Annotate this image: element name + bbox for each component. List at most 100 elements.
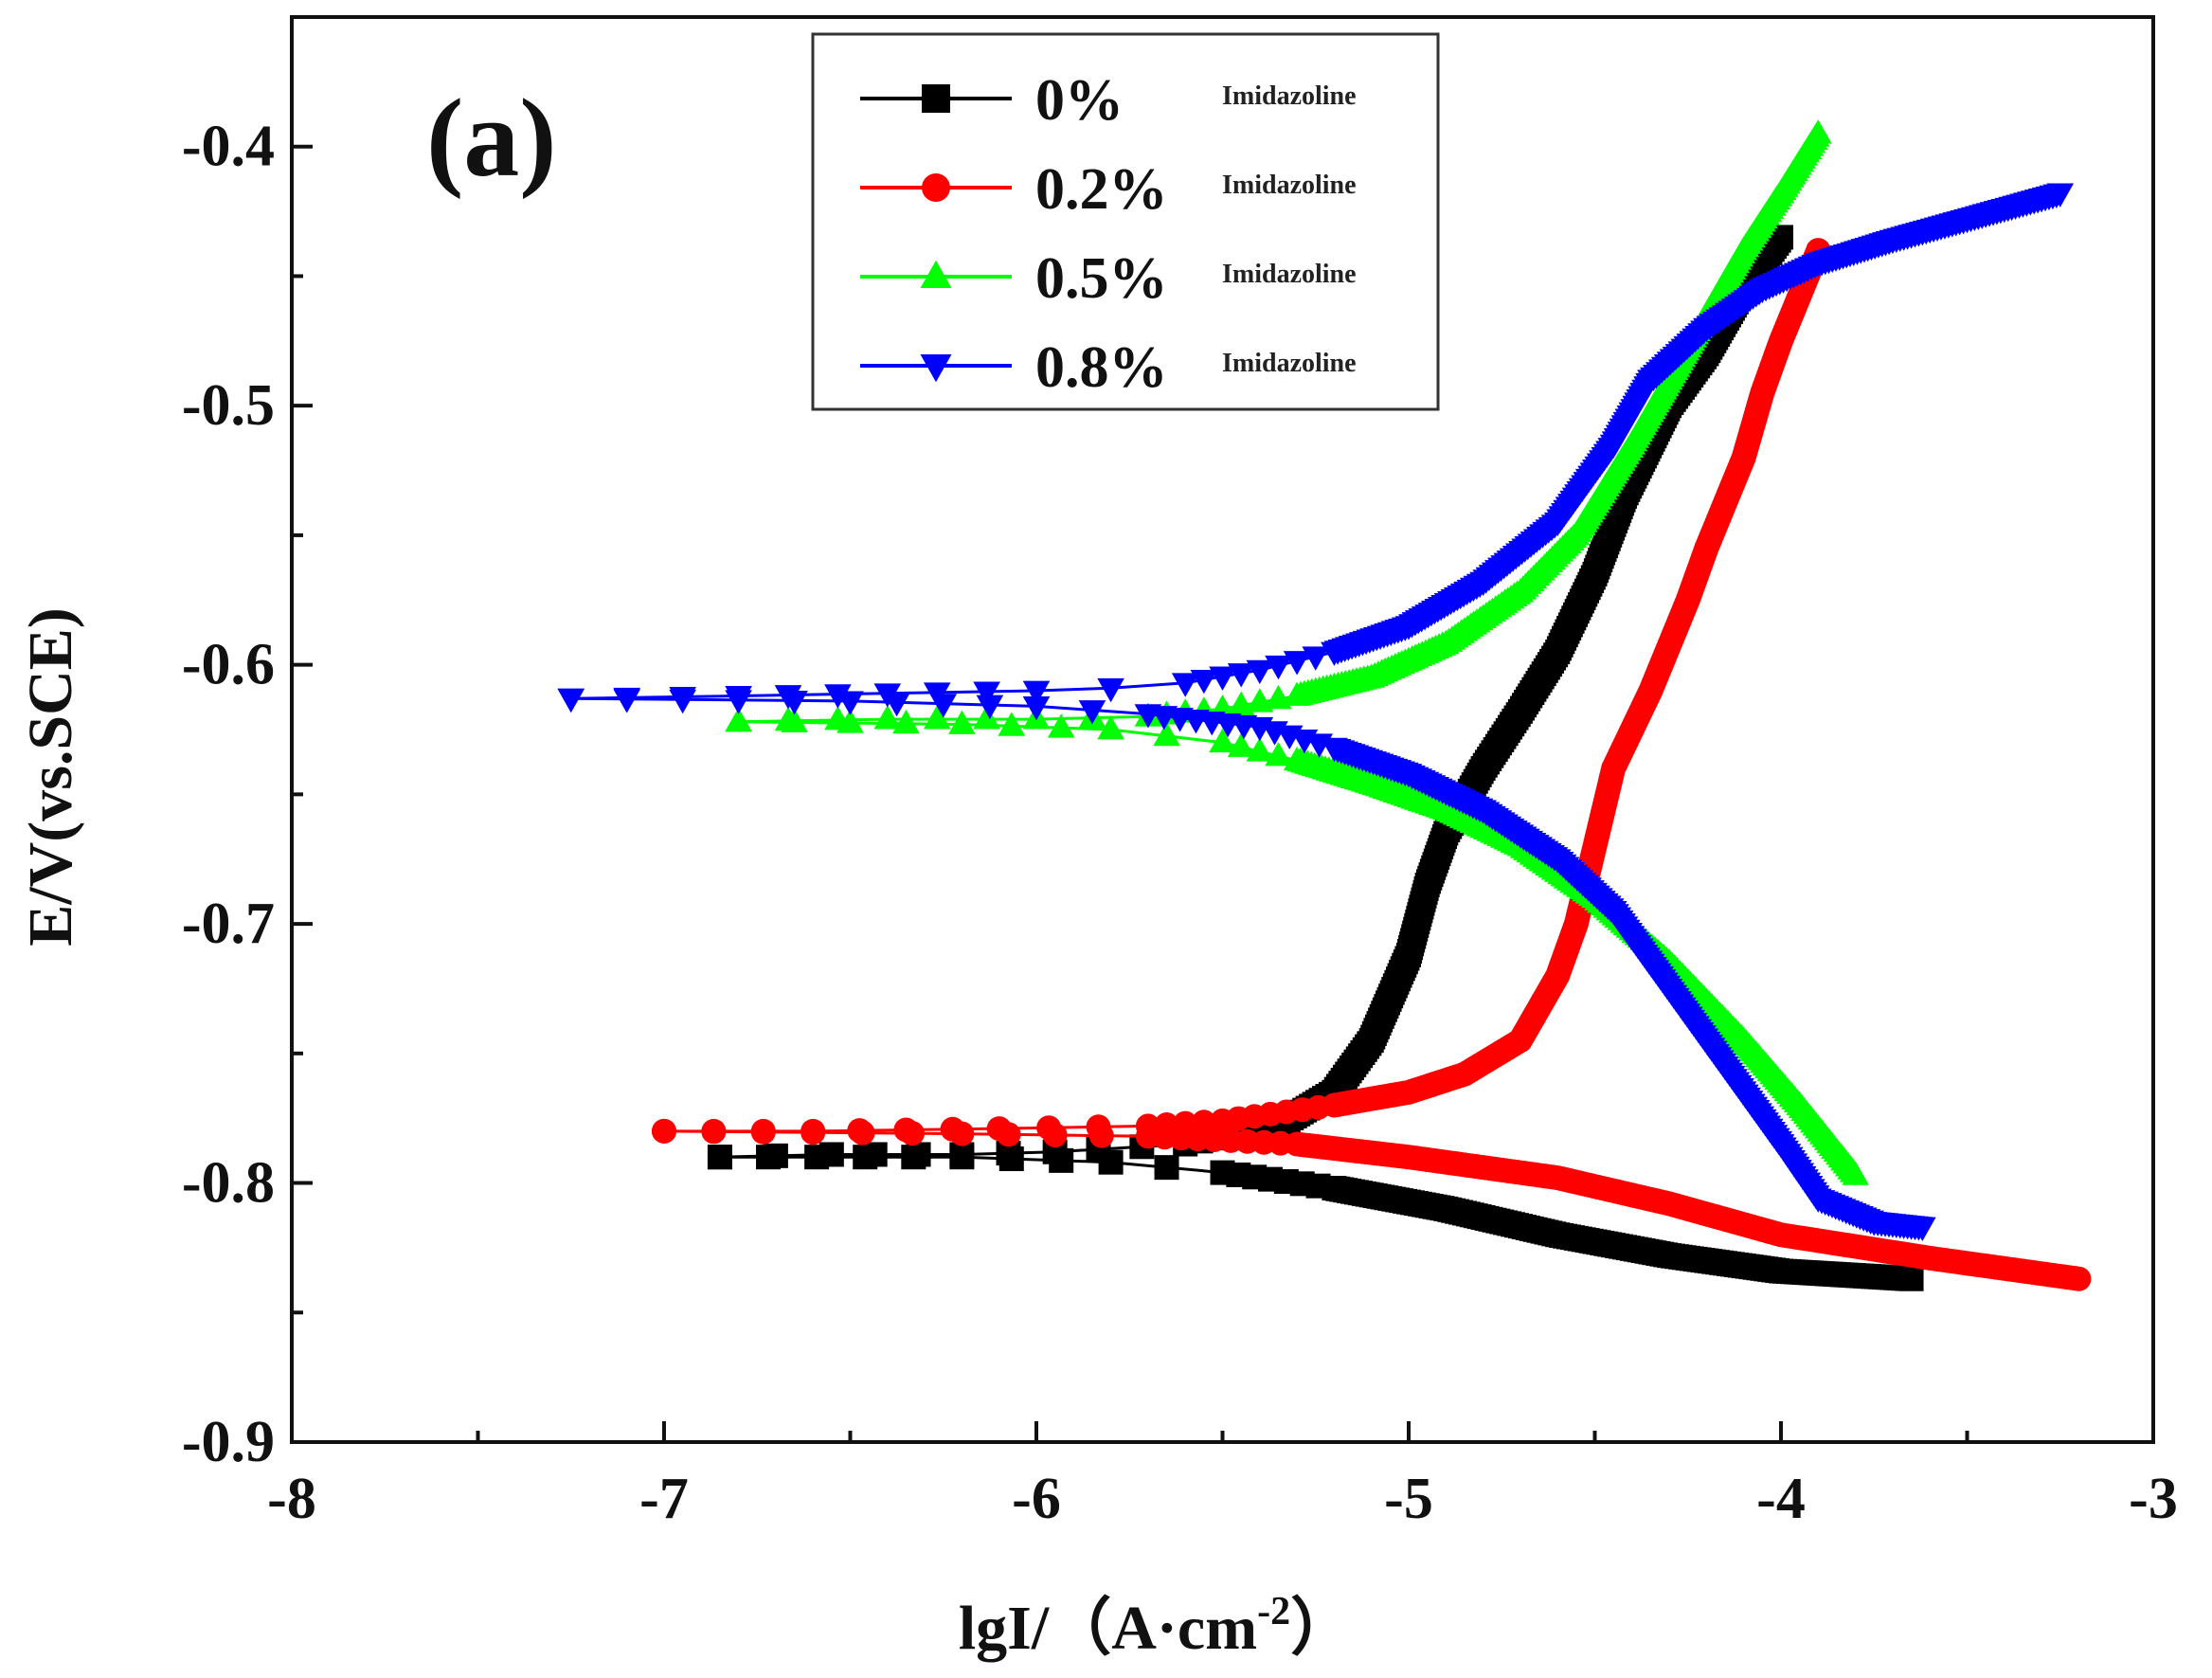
- legend-marker-3: [920, 260, 952, 288]
- x-axis-title-sup: -2: [1257, 1590, 1290, 1633]
- series-2-point: [1191, 1110, 1216, 1135]
- series-4-point: [1190, 669, 1218, 695]
- series-1-point: [906, 1142, 931, 1167]
- series-1-point: [1154, 1155, 1179, 1181]
- x-tick-label: -6: [1012, 1467, 1061, 1531]
- series-1-point: [1898, 1266, 1924, 1291]
- series-2-point: [652, 1118, 676, 1144]
- legend-label-2: 0.2%: [1035, 157, 1168, 222]
- series-3-point: [873, 705, 902, 730]
- legend-suffix-3: Imidazoline: [1222, 260, 1357, 289]
- series-2-point: [1036, 1115, 1062, 1141]
- legend-label-4: 0.8%: [1035, 335, 1168, 400]
- series-4-point: [1097, 677, 1124, 703]
- series-2-point: [940, 1116, 965, 1142]
- series-4-point: [1909, 1217, 1936, 1241]
- series-4-point: [1283, 651, 1311, 676]
- legend-label-1: 0%: [1035, 68, 1124, 133]
- series-3-point: [1246, 737, 1274, 762]
- series-4-point: [1022, 695, 1051, 721]
- y-tick-label: -0.6: [182, 633, 275, 697]
- legend-marker-4: [920, 354, 952, 383]
- series-4-point: [1209, 666, 1236, 691]
- y-tick-label: -0.7: [182, 892, 275, 956]
- series-4-point: [1078, 700, 1106, 725]
- series-3-point: [973, 705, 1000, 730]
- y-tick-label: -0.8: [182, 1151, 275, 1216]
- legend-marker-1: [922, 84, 950, 113]
- series-3-point: [1209, 728, 1236, 753]
- x-tick-label: -3: [2129, 1467, 2178, 1531]
- series-2: [652, 238, 2092, 1291]
- series-3-point: [1265, 742, 1292, 767]
- series-3-point: [774, 706, 802, 731]
- series-4-point: [613, 687, 640, 713]
- series-1-point: [862, 1142, 888, 1167]
- series-2-point: [1173, 1110, 1198, 1136]
- series-4-point: [873, 683, 902, 708]
- series-3-point: [948, 710, 976, 734]
- series-4-point: [1265, 655, 1292, 680]
- legend-label-3: 0.5%: [1035, 246, 1168, 311]
- legend-suffix-2: Imidazoline: [1222, 171, 1357, 200]
- series-2-point: [1154, 1112, 1179, 1138]
- series-2-point: [1086, 1114, 1111, 1140]
- series-3-point: [1097, 715, 1124, 740]
- series-3-point: [998, 712, 1026, 736]
- y-tick-label: -0.9: [182, 1410, 275, 1474]
- legend-suffix-1: Imidazoline: [1222, 81, 1357, 111]
- series-1-point: [707, 1145, 732, 1170]
- x-axis-title-text: lgI/（A·cm: [959, 1593, 1257, 1663]
- x-axis-title-close: ）: [1290, 1593, 1353, 1663]
- series-3-point: [923, 705, 951, 730]
- series-3-point: [1153, 721, 1180, 747]
- series-2-point: [847, 1118, 872, 1144]
- series-4-point: [1022, 680, 1051, 705]
- series-4-point: [774, 685, 802, 710]
- series-2-point: [986, 1116, 1012, 1142]
- panel-label: (a): [426, 76, 557, 200]
- x-tick-label: -4: [1756, 1467, 1806, 1531]
- series-4-point: [725, 686, 752, 711]
- series-4-point: [824, 684, 852, 709]
- series-4-point: [973, 681, 1000, 706]
- series-3-point: [1842, 1161, 1869, 1185]
- series-4-point: [1302, 646, 1330, 671]
- x-tick-label: -8: [267, 1467, 316, 1531]
- y-axis-title: E/V(vs.SCE): [16, 607, 85, 947]
- series-2-point: [1135, 1113, 1160, 1139]
- series-4-point: [2046, 183, 2075, 207]
- legend-marker-2: [922, 173, 950, 202]
- series-2-point: [800, 1118, 826, 1144]
- series-4-point: [1246, 659, 1274, 685]
- y-tick-label: -0.4: [182, 115, 275, 179]
- series-2-point: [893, 1117, 919, 1143]
- series-2-point: [701, 1118, 727, 1144]
- series-1-point: [818, 1142, 844, 1167]
- series-4-point: [923, 682, 951, 707]
- series-3-point: [1805, 119, 1832, 144]
- legend: 0% Imidazoline 0.2% Imidazoline 0.5% Imidazol…: [811, 32, 1440, 411]
- series-4-point: [1171, 673, 1199, 697]
- series-4-point: [557, 688, 585, 713]
- series-3-point: [1227, 732, 1255, 757]
- series-4-point: [1227, 663, 1255, 688]
- y-tick-label: -0.5: [182, 373, 275, 438]
- axes: -8 -7 -6 -5 -4 -3 -0.9 -0.8 -0.7 -0.6 -0.5 -0.4: [182, 15, 2178, 1531]
- series-3-point: [1047, 713, 1075, 738]
- series-1-point: [763, 1143, 788, 1168]
- legend-suffix-4: Imidazoline: [1222, 349, 1357, 378]
- series-layer: [557, 119, 2092, 1291]
- series-1-point: [949, 1142, 975, 1167]
- series-3-point: [824, 706, 852, 731]
- series-4: [557, 183, 2075, 1241]
- series-3-point: [725, 707, 752, 732]
- x-tick-label: -5: [1384, 1467, 1433, 1531]
- x-tick-label: -7: [639, 1467, 689, 1531]
- series-2-point: [750, 1118, 776, 1144]
- series-4-point: [976, 695, 1004, 719]
- x-axis-title: lgI/（A·cm-2）: [959, 1590, 1353, 1663]
- series-4-point: [669, 686, 696, 712]
- series-2-point: [2066, 1266, 2092, 1291]
